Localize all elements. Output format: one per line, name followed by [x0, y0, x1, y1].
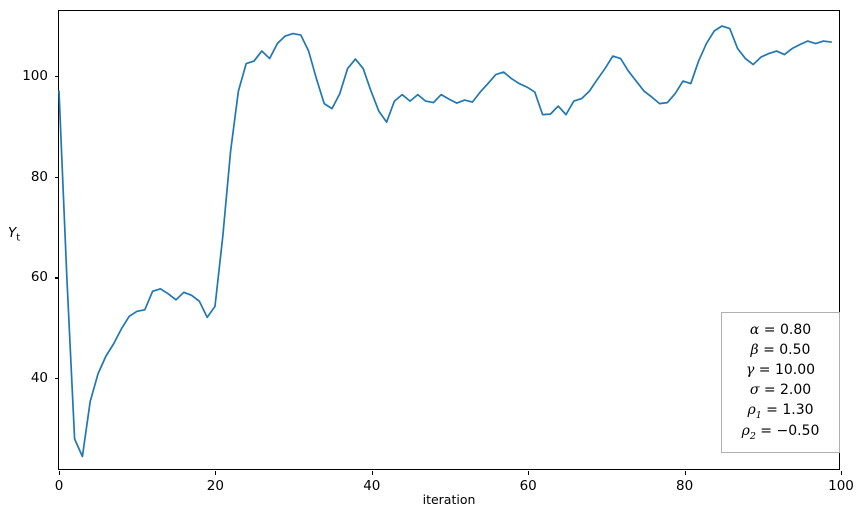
y-tick-mark [55, 277, 59, 279]
y-axis-label-base: Y [8, 225, 17, 241]
y-tick-mark [55, 377, 59, 380]
y-tick-label: 80 [30, 168, 48, 185]
x-tick-mark [215, 471, 217, 475]
series-line-yt [58, 25, 833, 458]
legend-parameter-row: σ = 2.00 [732, 381, 829, 401]
line-plot-svg [58, 25, 833, 458]
x-tick-mark [841, 471, 843, 475]
legend-parameter-symbol: ρ [741, 422, 750, 439]
x-axis-label: iteration [422, 492, 476, 507]
legend-parameter-row: γ = 10.00 [732, 361, 829, 381]
x-tick-label: 80 [676, 478, 694, 494]
y-tick-mark [55, 76, 59, 78]
y-axis-label: Yt [8, 225, 20, 244]
y-tick-label: 100 [22, 68, 48, 85]
y-tick-label: 40 [30, 369, 48, 386]
legend-parameter-value: = 1.30 [761, 401, 814, 418]
x-tick-mark [528, 471, 530, 475]
legend-parameter-symbol: σ [749, 381, 760, 398]
legend-parameter-subscript: 1 [755, 409, 762, 421]
plot-axes: 0 20 40 60 80 100 40 60 80 100 [22, 10, 854, 494]
x-tick-mark [684, 471, 686, 475]
legend-parameter-subscript: 2 [749, 430, 756, 442]
legend-parameter-symbol: γ [745, 361, 755, 378]
legend-parameter-row: ρ2 = −0.50 [732, 422, 829, 443]
x-tick-label: 20 [206, 478, 224, 494]
legend-parameter-value: = 2.00 [759, 381, 812, 398]
legend-parameter-value: = 0.80 [759, 322, 812, 338]
x-tick-mark [59, 471, 61, 475]
legend-parameter-symbol: ρ [747, 401, 756, 418]
x-tick-label: 0 [54, 478, 64, 494]
legend-parameter-value: = 10.00 [754, 361, 816, 378]
legend-parameter-row: ρ1 = 1.30 [732, 401, 829, 422]
legend-parameter-row: β = 0.50 [732, 341, 829, 361]
legend-parameter-symbol: β [750, 341, 759, 358]
legend-parameter-symbol: α [749, 322, 760, 338]
x-tick-mark [371, 471, 373, 475]
y-tick-label: 60 [30, 269, 48, 286]
legend-parameter-value: = −0.50 [755, 422, 820, 439]
legend-parameter-value: = 0.50 [758, 341, 811, 358]
y-tick-mark [55, 176, 59, 178]
x-tick-label: 60 [519, 478, 537, 494]
y-axis-label-subscript: t [16, 232, 21, 244]
x-tick-label: 100 [828, 478, 854, 494]
parameter-legend-box: α = 0.80 β = 0.50 γ = 10.00 σ = 2.00 ρ1 = 1.… [721, 312, 840, 454]
legend-parameter-row: α = 0.80 [732, 321, 829, 341]
x-tick-label: 40 [363, 478, 381, 494]
